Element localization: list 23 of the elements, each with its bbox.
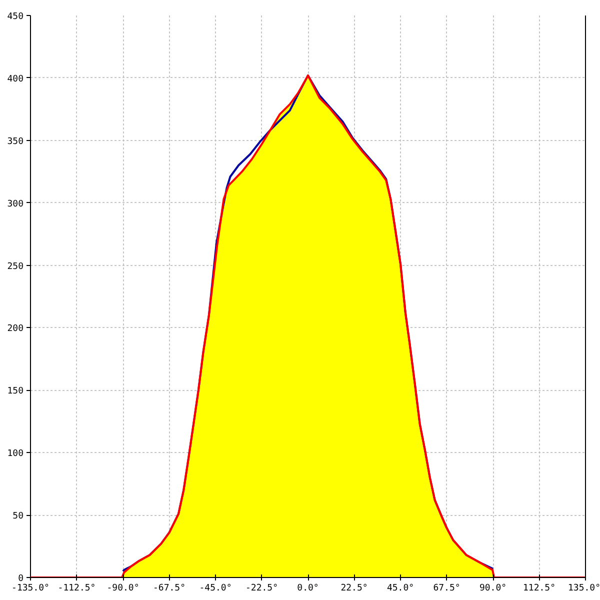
y-tick-label: 100 [7,449,24,460]
x-tick-label: -135.0° [12,584,50,594]
x-tick-label: 90.0° [479,584,507,594]
x-tick-label: -45.0° [199,584,232,594]
y-tick-label: 400 [7,74,24,84]
y-tick-label: 300 [7,199,24,210]
y-tick-label: 350 [7,136,24,147]
y-tick-label: 50 [12,512,24,522]
x-tick-label: -112.5° [58,584,96,594]
y-tick-label: 200 [7,324,24,334]
x-tick-label: 22.5° [340,584,368,594]
x-tick-label: 0.0° [297,584,319,594]
x-tick-label: 112.5° [522,584,556,594]
x-tick-label: 135.0° [568,584,600,594]
y-tick-label: 450 [7,12,24,22]
x-tick-label: -67.5° [152,584,186,594]
x-tick-label: -22.5° [245,584,278,594]
y-tick-label: 0 [18,574,24,584]
y-tick-label: 150 [7,386,24,397]
x-tick-label: 45.0° [386,584,414,594]
x-tick-label: 67.5° [433,584,460,594]
y-tick-label: 250 [7,262,24,272]
x-tick-label: -90.0° [106,584,140,594]
